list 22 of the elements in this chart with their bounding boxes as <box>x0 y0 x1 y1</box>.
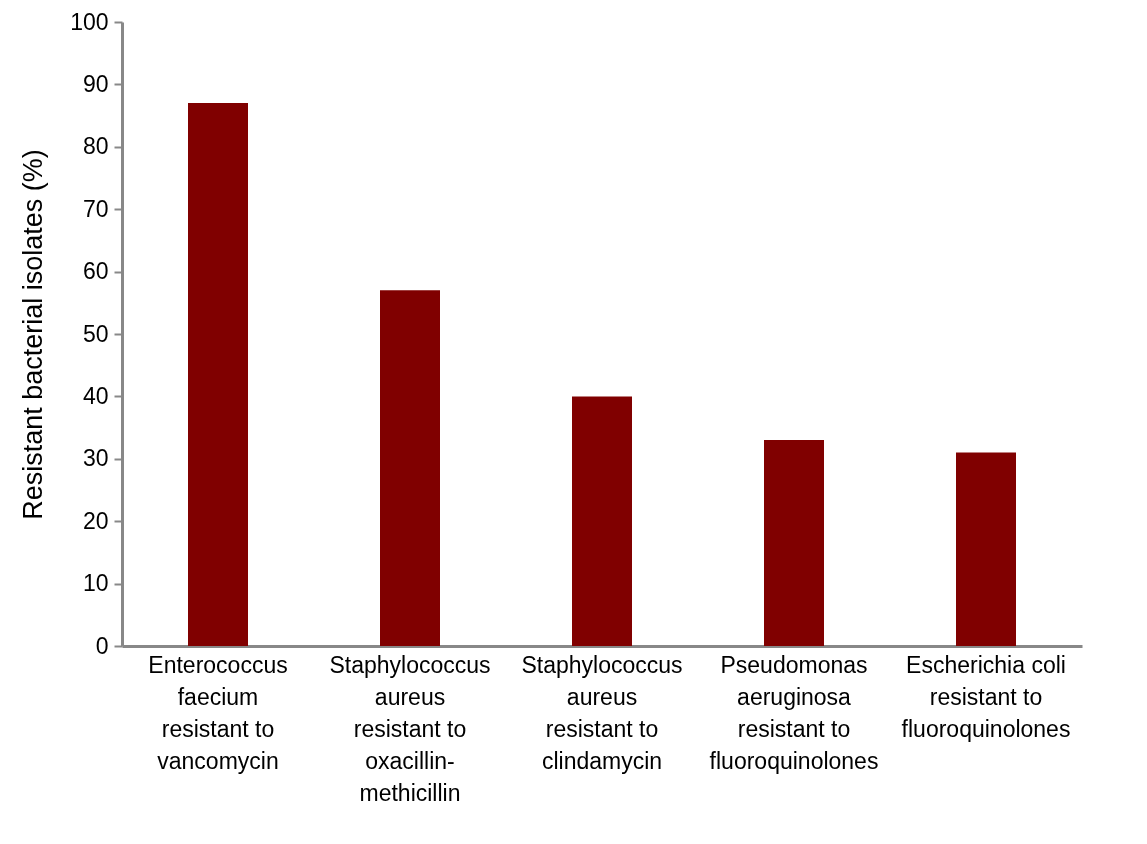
bar <box>764 440 824 646</box>
y-tick-label: 20 <box>82 507 109 534</box>
y-axis-title: Resistant bacterial isolates (%) <box>18 149 49 520</box>
bar <box>188 103 248 646</box>
bar <box>380 290 440 646</box>
y-tick-label: 80 <box>82 133 109 160</box>
y-tick-label: 70 <box>82 195 109 222</box>
y-tick-label: 90 <box>82 70 109 97</box>
bar <box>572 396 632 646</box>
y-tick-label: 0 <box>95 632 109 659</box>
x-tick-label: Enterococcus faecium resistant to vancomycin <box>148 651 288 774</box>
x-tick-label: Staphylococcus aureus resistant to clindamycin <box>521 651 683 774</box>
y-tick-label: 40 <box>82 382 109 409</box>
x-tick-label: Staphylococcus aureus resistant to oxacillin- methicillin <box>329 651 491 806</box>
y-tick-label: 100 <box>70 8 109 35</box>
x-tick-label: Pseudomonas aeruginosa resistant to fluoroquinolones <box>709 651 879 774</box>
y-tick-label: 10 <box>82 570 109 597</box>
y-tick-label: 50 <box>82 320 109 347</box>
bar <box>956 452 1016 646</box>
x-tick-label: Escherichia coli resistant to fluoroquinolones <box>901 651 1071 742</box>
y-tick-label: 60 <box>82 258 109 285</box>
y-tick-label: 30 <box>82 445 109 472</box>
